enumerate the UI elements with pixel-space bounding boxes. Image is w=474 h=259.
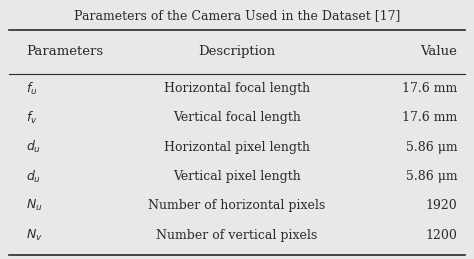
Text: Description: Description [199,45,275,58]
Text: $N_v$: $N_v$ [26,228,43,243]
Text: Number of vertical pixels: Number of vertical pixels [156,229,318,242]
Text: $N_u$: $N_u$ [26,198,43,213]
Text: 17.6 mm: 17.6 mm [402,82,457,95]
Text: 1200: 1200 [426,229,457,242]
Text: $f_v$: $f_v$ [26,110,38,126]
Text: Value: Value [420,45,457,58]
Text: Vertical focal length: Vertical focal length [173,111,301,124]
Text: $d_u$: $d_u$ [26,139,41,155]
Text: $f_u$: $f_u$ [26,81,37,97]
Text: Parameters of the Camera Used in the Dataset [17]: Parameters of the Camera Used in the Dat… [74,9,400,22]
Text: Horizontal focal length: Horizontal focal length [164,82,310,95]
Text: $d_u$: $d_u$ [26,169,41,185]
Text: 1920: 1920 [426,199,457,212]
Text: 5.86 μm: 5.86 μm [406,141,457,154]
Text: 17.6 mm: 17.6 mm [402,111,457,124]
Text: Parameters: Parameters [26,45,103,58]
Text: Vertical pixel length: Vertical pixel length [173,170,301,183]
Text: 5.86 μm: 5.86 μm [406,170,457,183]
Text: Horizontal pixel length: Horizontal pixel length [164,141,310,154]
Text: Number of horizontal pixels: Number of horizontal pixels [148,199,326,212]
